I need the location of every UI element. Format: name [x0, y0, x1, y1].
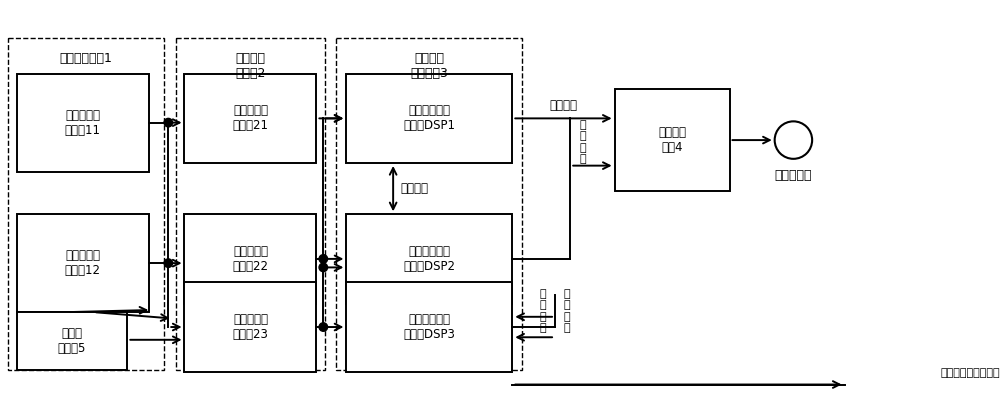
Text: 防混叠滤
波单元2: 防混叠滤 波单元2	[235, 52, 266, 80]
Bar	[17, 74, 149, 172]
Bar	[346, 214, 512, 304]
Text: 第一数字信号
处理器DSP1: 第一数字信号 处理器DSP1	[403, 104, 455, 132]
Circle shape	[164, 119, 173, 127]
Text: 局部信号输
入电路12: 局部信号输 入电路12	[65, 249, 101, 277]
Text: 模块开
关电源5: 模块开 关电源5	[58, 327, 86, 355]
Text: 报
警
脉
冲: 报 警 脉 冲	[564, 289, 570, 334]
Text: 报
警
脉
冲: 报 警 脉 冲	[540, 289, 546, 334]
Bar	[184, 74, 316, 163]
Text: 数字信号
处理单元3: 数字信号 处理单元3	[410, 52, 448, 80]
Bar	[346, 74, 512, 163]
Bar	[17, 312, 127, 370]
Text: 信号输入单元1: 信号输入单元1	[60, 52, 113, 65]
Bar	[17, 214, 149, 312]
Text: 第一防混叠
滤波器21: 第一防混叠 滤波器21	[232, 104, 268, 132]
Bar	[346, 282, 512, 372]
Bar	[336, 38, 522, 370]
Text: 双向校核: 双向校核	[400, 182, 428, 195]
Circle shape	[319, 255, 328, 263]
Text: 第三数字信号
处理器DSP3: 第三数字信号 处理器DSP3	[403, 313, 455, 341]
Text: 控制脉冲: 控制脉冲	[549, 98, 577, 111]
Bar	[184, 214, 316, 304]
Text: 动态安全
与门4: 动态安全 与门4	[658, 126, 686, 154]
Text: 第三防混叠
滤波器23: 第三防混叠 滤波器23	[233, 313, 268, 341]
Bar	[615, 89, 730, 191]
Bar	[176, 38, 325, 370]
Text: 第二数字信号
处理器DSP2: 第二数字信号 处理器DSP2	[403, 245, 455, 273]
Text: 轨道继电器: 轨道继电器	[775, 169, 812, 182]
Circle shape	[319, 263, 328, 272]
Text: 报警及智能监测信息输出: 报警及智能监测信息输出	[940, 368, 1000, 378]
Bar	[8, 38, 164, 370]
Text: 轨道信号输
入电路11: 轨道信号输 入电路11	[65, 109, 101, 137]
Bar	[184, 282, 316, 372]
Text: 第二防混叠
滤波器22: 第二防混叠 滤波器22	[232, 245, 268, 273]
Circle shape	[164, 259, 173, 267]
Text: 控
制
脉
冲: 控 制 脉 冲	[580, 119, 586, 164]
Circle shape	[319, 323, 328, 331]
